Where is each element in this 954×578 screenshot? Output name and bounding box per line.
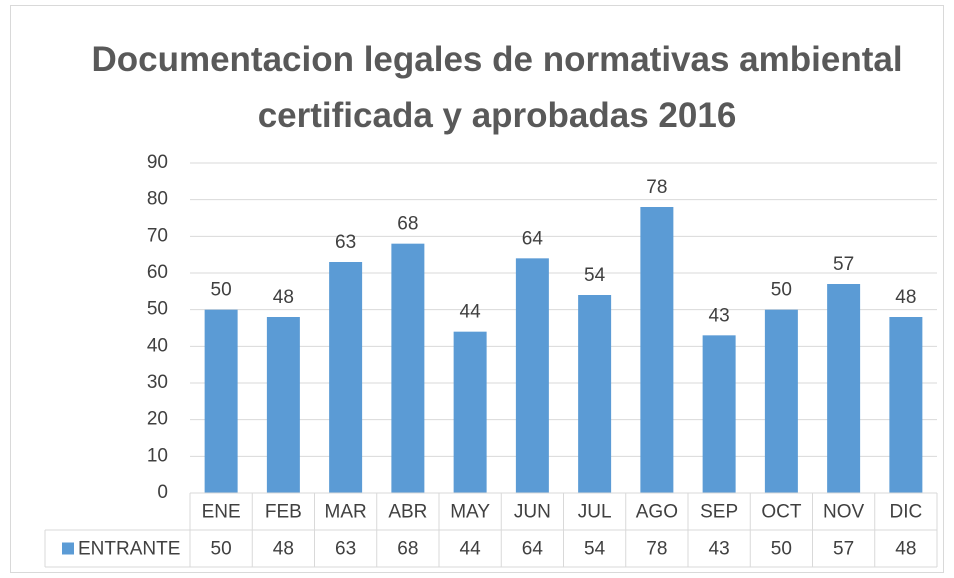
- x-tick-label: MAR: [325, 502, 367, 523]
- y-tick-label: 70: [147, 225, 168, 246]
- value-label: 78: [646, 177, 667, 198]
- value-label: 43: [709, 305, 730, 326]
- bar: [329, 262, 363, 493]
- x-tick-label: SEP: [700, 502, 738, 523]
- value-label: 48: [895, 287, 916, 308]
- x-tick-label: ENE: [202, 502, 241, 523]
- x-tick-label: DIC: [890, 502, 923, 523]
- bar: [515, 258, 549, 493]
- y-tick-label: 80: [147, 189, 168, 210]
- value-label: 57: [833, 254, 854, 275]
- table-cell: 78: [646, 539, 667, 560]
- table-cell: 43: [709, 539, 730, 560]
- x-tick-label: NOV: [823, 502, 865, 523]
- table-cell: 50: [211, 539, 232, 560]
- value-label: 50: [771, 280, 792, 301]
- x-tick-label: JUL: [578, 502, 612, 523]
- table-cell: 68: [397, 539, 418, 560]
- y-tick-label: 50: [147, 299, 168, 320]
- table-cell: 63: [335, 539, 356, 560]
- y-tick-label: 10: [147, 445, 168, 466]
- chart-title: Documentacion legales de normativas ambi…: [91, 40, 902, 135]
- y-tick-label: 90: [147, 152, 168, 173]
- legend-label: ENTRANTE: [78, 539, 180, 560]
- table-cell: 54: [584, 539, 606, 560]
- y-tick-label: 0: [157, 482, 168, 503]
- bar: [702, 335, 736, 493]
- value-label: 68: [397, 214, 418, 235]
- y-tick-label: 60: [147, 262, 168, 283]
- table-cell: 48: [895, 539, 916, 560]
- bar: [640, 207, 674, 493]
- table-cell: 50: [771, 539, 792, 560]
- x-tick-label: FEB: [265, 502, 302, 523]
- bar: [204, 309, 238, 493]
- value-label: 63: [335, 232, 356, 253]
- y-tick-label: 40: [147, 335, 168, 356]
- bar: [889, 317, 923, 493]
- bar: [578, 295, 612, 493]
- value-label: 50: [211, 280, 232, 301]
- x-tick-label: AGO: [636, 502, 678, 523]
- value-label: 44: [460, 302, 482, 323]
- table-cell: 48: [273, 539, 294, 560]
- x-tick-label: JUN: [514, 502, 551, 523]
- bar: [764, 309, 798, 493]
- value-label: 48: [273, 287, 294, 308]
- bar: [391, 243, 425, 493]
- table-cell: 64: [522, 539, 544, 560]
- bar: [266, 317, 300, 493]
- value-label: 54: [584, 265, 606, 286]
- legend-swatch: [62, 542, 74, 555]
- bar: [453, 331, 487, 493]
- value-label: 64: [522, 228, 544, 249]
- table-cell: 57: [833, 539, 854, 560]
- x-tick-label: OCT: [761, 502, 802, 523]
- y-tick-label: 20: [147, 409, 168, 430]
- bar: [827, 284, 861, 493]
- y-tick-label: 30: [147, 372, 168, 393]
- x-tick-label: ABR: [388, 502, 427, 523]
- table-cell: 44: [460, 539, 482, 560]
- x-tick-label: MAY: [450, 502, 490, 523]
